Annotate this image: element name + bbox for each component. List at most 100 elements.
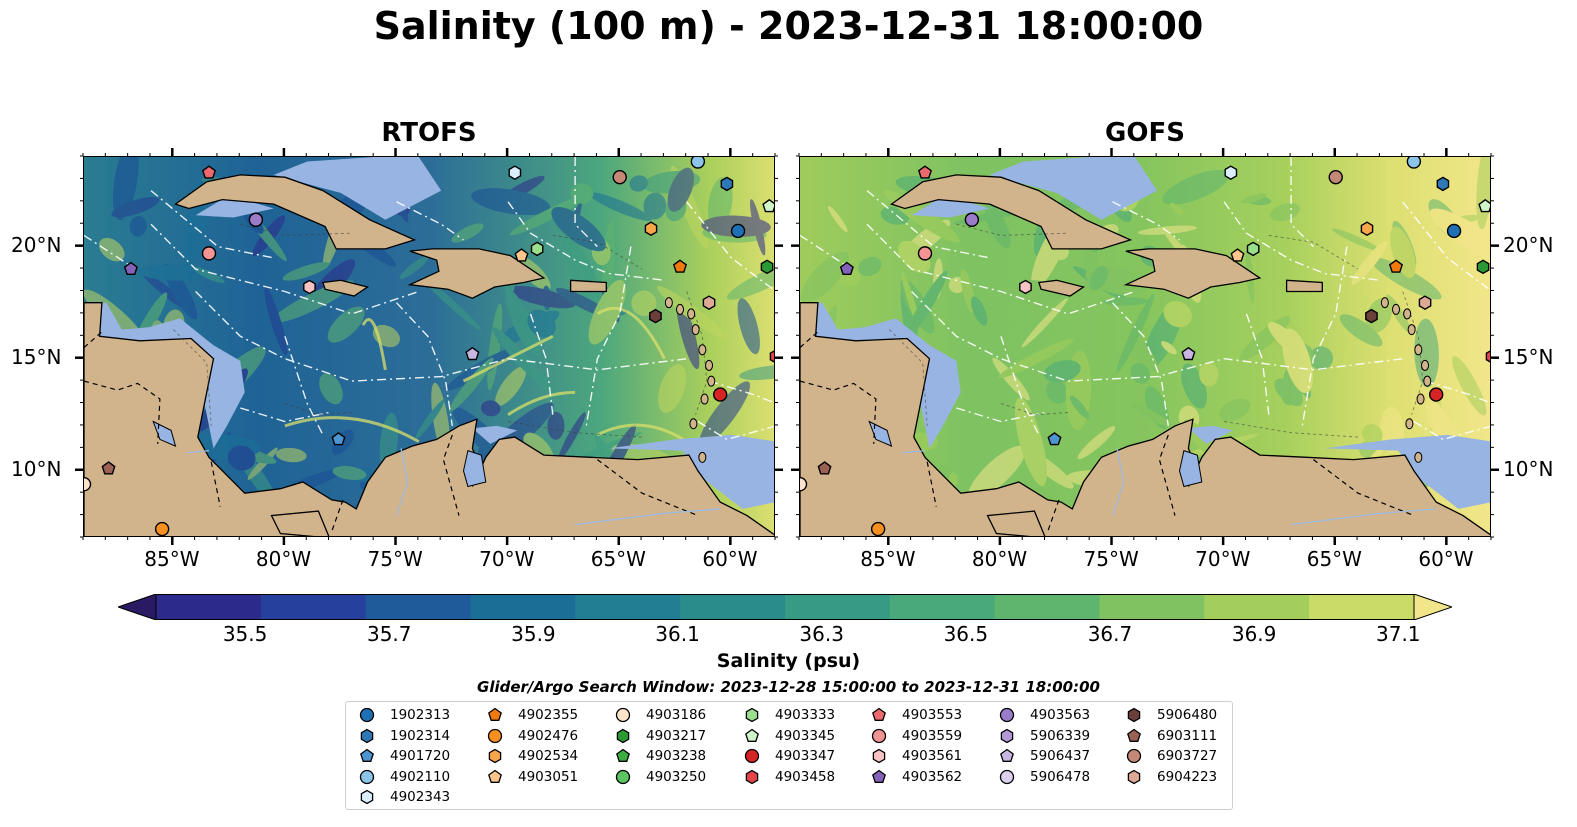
panel-title-rtofs: RTOFS [381, 118, 477, 148]
rtofs-salinity-map [83, 156, 775, 537]
obs-marker-4902534 [644, 221, 658, 237]
legend-label: 5906339 [1030, 727, 1091, 744]
y-tick-label: 15°N [1503, 344, 1554, 369]
x-tick-label: 85°W [144, 547, 200, 571]
obs-marker-4903345 [762, 198, 774, 213]
y-tick-label: 20°N [11, 232, 62, 257]
obs-marker-4903051 [1230, 248, 1245, 262]
gofs-salinity-map [799, 156, 1491, 537]
legend-marker-hexagon [488, 748, 502, 764]
obs-marker-4903559 [917, 246, 933, 261]
legend-marker-circle [871, 728, 887, 743]
legend-label: 4903250 [646, 768, 707, 785]
legend-marker-hexagon [1000, 728, 1014, 743]
legend-marker-hexagon [745, 769, 759, 784]
legend-label: 5906478 [1030, 768, 1091, 785]
x-tick-label: 80°W [255, 547, 312, 571]
legend-label: 5906480 [1157, 707, 1218, 723]
legend-marker-pentagon [1000, 748, 1014, 762]
legend-label: 4903217 [646, 727, 707, 744]
y-tick-label: 10°N [11, 456, 62, 481]
obs-marker-4903563 [248, 212, 264, 227]
obs-marker-4903562 [123, 261, 138, 276]
obs-marker-1902314 [1436, 176, 1450, 192]
obs-marker-4902110 [1406, 157, 1422, 169]
legend-marker-hexagon [360, 789, 374, 805]
legend-label: 6903727 [1157, 748, 1218, 764]
legend-marker-hexagon [872, 748, 886, 764]
obs-marker-4903458 [769, 350, 774, 363]
x-tick-label: 65°W [590, 547, 646, 571]
obs-marker-4903561 [1019, 279, 1032, 295]
obs-marker-6903727 [1328, 169, 1343, 185]
obs-marker-4902476 [154, 521, 170, 536]
x-tick-label: 75°W [1083, 547, 1139, 571]
legend-label: 4903559 [902, 727, 963, 744]
obs-marker-4901720 [1047, 432, 1062, 446]
obs-marker-6904223 [1418, 295, 1432, 311]
figure-title: Salinity (100 m) - 2023-12-31 18:00:00 [373, 4, 1204, 48]
obs-marker-4903217 [1476, 259, 1490, 275]
legend-marker-pentagon [360, 748, 374, 762]
x-tick-label: 80°W [971, 547, 1028, 571]
obs-marker-4903562 [839, 261, 854, 276]
legend-label: 4903186 [646, 707, 707, 723]
obs-marker-6903111 [817, 461, 832, 475]
obs-marker-4903559 [201, 246, 217, 261]
obs-marker-1902313 [730, 223, 746, 239]
obs-marker-1902313 [1446, 223, 1462, 239]
legend-label: 6904223 [1157, 768, 1218, 785]
legend-marker-circle [615, 707, 631, 723]
legend-marker-pentagon [872, 769, 886, 783]
obs-marker-4902110 [690, 157, 706, 169]
obs-marker-4902476 [870, 521, 886, 536]
colorbar-tick-label: 36.5 [943, 622, 989, 646]
legend-label: 4902343 [390, 789, 451, 805]
legend-label: 1902314 [390, 727, 451, 744]
legend-marker-circle [487, 728, 503, 743]
legend-label: 4903333 [775, 707, 836, 723]
colorbar-extend-low [116, 593, 157, 621]
colorbar-label: Salinity (psu) [716, 650, 861, 672]
obs-marker-4901720 [331, 432, 346, 446]
legend-marker-circle [999, 707, 1015, 723]
obs-marker-5906480 [1365, 308, 1378, 324]
x-tick-label: 70°W [479, 547, 535, 571]
obs-marker-4903333 [1246, 241, 1260, 257]
legend-label: 4903238 [646, 748, 707, 764]
obs-marker-4903333 [530, 241, 544, 257]
y-tick-label: 20°N [1503, 232, 1554, 257]
legend-marker-pentagon [616, 748, 630, 762]
colorbar-tick-label: 35.5 [222, 622, 268, 646]
legend-label: 4903561 [902, 748, 963, 764]
legend-label: 1902313 [390, 707, 451, 723]
search-window-text: Glider/Argo Search Window: 2023-12-28 15… [477, 678, 1100, 696]
obs-marker-4903051 [514, 248, 529, 262]
legend-label: 4901720 [390, 748, 451, 764]
legend-label: 4902476 [518, 727, 579, 744]
legend-marker-pentagon [488, 769, 502, 783]
colorbar-tick-label: 36.9 [1231, 622, 1277, 646]
colorbar [116, 593, 1454, 621]
legend-marker-hexagon [1127, 707, 1141, 723]
panel-title-gofs: GOFS [1105, 118, 1185, 148]
obs-marker-4903186 [84, 477, 92, 492]
y-tick-label: 10°N [1503, 456, 1554, 481]
legend-label: 4903563 [1030, 707, 1091, 723]
obs-marker-5906480 [649, 308, 662, 324]
obs-marker-4903345 [1478, 198, 1490, 213]
legend-marker-hexagon [745, 707, 759, 723]
colorbar-tick-label: 35.7 [366, 622, 412, 646]
colorbar-tick-label: 36.7 [1087, 622, 1133, 646]
legend-marker-hexagon [1127, 769, 1141, 784]
colorbar-extend-high [1413, 593, 1454, 621]
legend-marker-circle [359, 769, 375, 784]
obs-marker-4902343 [508, 165, 522, 181]
obs-marker-4903563 [964, 212, 980, 227]
obs-marker-6903111 [101, 461, 116, 475]
legend-label: 4903458 [775, 768, 836, 785]
legend-marker-circle [615, 769, 631, 784]
legend-label: 4903553 [902, 707, 963, 723]
obs-marker-4902355 [672, 259, 688, 273]
colorbar-tick-label: 36.1 [655, 622, 700, 646]
